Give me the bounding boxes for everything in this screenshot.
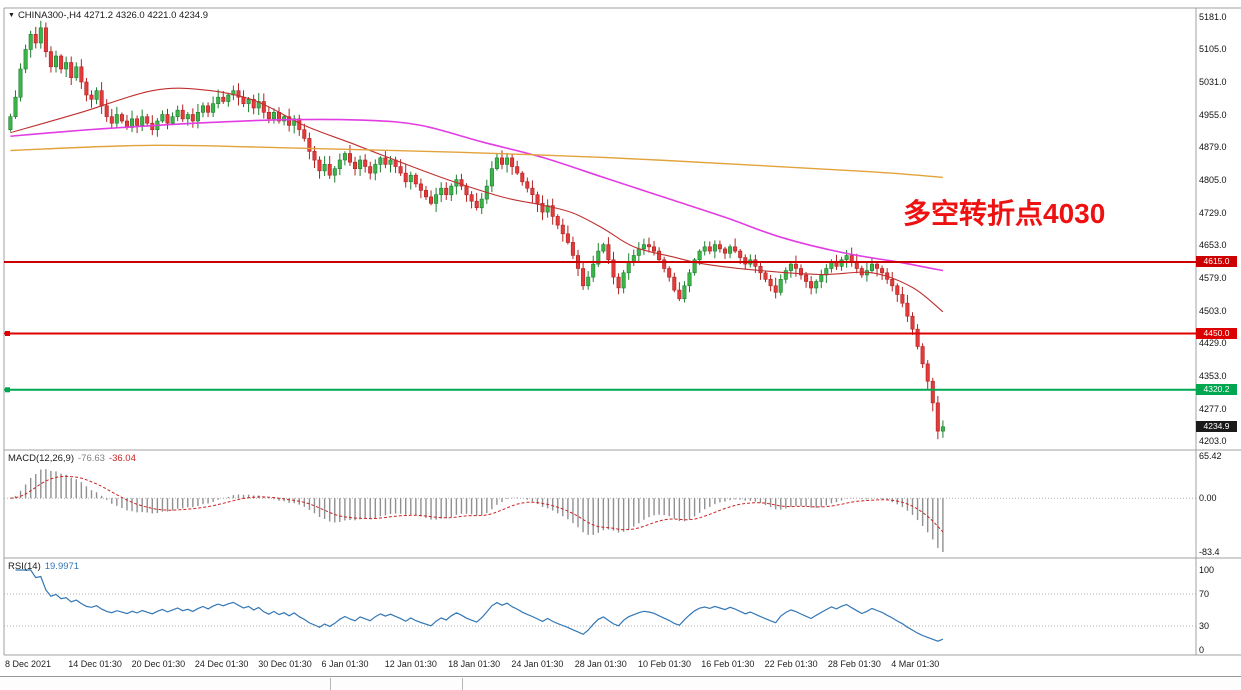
symbol-period-label: CHINA300-,H4 <box>17 10 82 21</box>
rsi-value: 19.9971 <box>44 561 80 572</box>
time-axis-label: 6 Jan 01:30 <box>321 659 369 669</box>
rsi-indicator-label: RSI(14) 19.9971 <box>8 561 79 572</box>
time-axis-label: 10 Feb 01:30 <box>638 659 692 669</box>
current-price-badge[interactable]: 4234.9 <box>1196 421 1237 433</box>
ma-fast-red <box>10 87 944 313</box>
price-axis-label: 4203.0 <box>1199 435 1227 446</box>
time-axis-label: 30 Dec 01:30 <box>258 659 312 669</box>
time-axis-label: 24 Dec 01:30 <box>194 659 249 669</box>
price-axis-label: 5181.0 <box>1199 11 1227 22</box>
rsi-axis-label: 100 <box>1199 565 1215 575</box>
time-axis-label: 28 Feb 01:30 <box>827 659 881 669</box>
candles-layer <box>8 20 945 440</box>
time-axis-label: 12 Jan 01:30 <box>384 659 437 669</box>
ma-mid-magenta <box>10 118 944 272</box>
macd-indicator-label: MACD(12,26,9) -76.63 -36.04 <box>8 453 136 464</box>
macd-axis-label: 65.42 <box>1199 451 1222 461</box>
rsi-name: RSI(14) <box>8 561 41 572</box>
price-axis-label: 4353.0 <box>1199 370 1227 381</box>
time-axis-label: 16 Feb 01:30 <box>701 659 755 669</box>
time-axis-label: 18 Jan 01:30 <box>448 659 501 669</box>
price-line-badge[interactable]: 4320.2 <box>1196 384 1237 396</box>
macd-axis-label: 0.00 <box>1199 493 1217 504</box>
tab-separator <box>330 678 331 690</box>
time-axis-label: 4 Mar 01:30 <box>891 659 940 669</box>
price-axis-label: 4653.0 <box>1199 240 1227 251</box>
chart-tabs-bar[interactable] <box>0 676 1241 690</box>
price-axis-label: 5105.0 <box>1199 44 1227 55</box>
panel-borders <box>3 7 1241 656</box>
price-axis-label: 4805.0 <box>1199 174 1227 185</box>
ohlc-values: 4271.2 4326.0 4221.0 4234.9 <box>83 10 209 21</box>
rsi-panel <box>4 569 1196 642</box>
price-axis-label: 4503.0 <box>1199 305 1227 316</box>
macd-panel <box>4 469 1196 552</box>
price-axis-label: 4955.0 <box>1199 109 1227 120</box>
symbol-dropdown-icon[interactable]: ▼ <box>8 12 15 19</box>
price-axis-label: 4429.0 <box>1199 337 1227 348</box>
time-axis-label: 24 Jan 01:30 <box>511 659 564 669</box>
ma-slow-orange <box>10 144 943 179</box>
macd-axis-label: -83.4 <box>1199 547 1220 557</box>
price-axis-label: 4277.0 <box>1199 403 1227 414</box>
price-axis-label: 5031.0 <box>1199 76 1227 87</box>
line-drag-handle[interactable] <box>5 387 10 393</box>
time-axis-label: 14 Dec 01:30 <box>68 659 122 669</box>
line-drag-handle[interactable] <box>5 331 10 337</box>
price-line-badge[interactable]: 4615.0 <box>1196 256 1237 268</box>
hlines-layer[interactable] <box>4 260 1196 393</box>
price-line-badge[interactable]: 4450.0 <box>1196 328 1237 339</box>
macd-name: MACD(12,26,9) <box>8 453 74 464</box>
price-axis-label: 4579.0 <box>1199 272 1227 283</box>
rsi-line <box>15 569 944 642</box>
price-axis-label: 4879.0 <box>1199 142 1227 153</box>
annotation-text: 多空转折点4030 <box>903 198 1106 229</box>
macd-signal-value: -36.04 <box>108 453 136 464</box>
macd-main-value: -76.63 <box>78 453 105 464</box>
rsi-axis-label: 0 <box>1199 645 1205 655</box>
macd-signal-line <box>10 475 944 533</box>
rsi-axis-label: 30 <box>1199 621 1210 631</box>
tab-separator <box>462 678 463 690</box>
chart-title: ▼ CHINA300-,H4 4271.2 4326.0 4221.0 4234.… <box>8 10 208 21</box>
time-axis-label: 20 Dec 01:30 <box>131 659 186 669</box>
price-axis-label: 4729.0 <box>1199 207 1227 218</box>
rsi-axis-label: 70 <box>1199 589 1210 599</box>
time-axis-label: 22 Feb 01:30 <box>764 659 818 669</box>
time-axis-label: 28 Jan 01:30 <box>574 659 627 669</box>
moving-averages-layer <box>10 87 944 313</box>
time-axis-label: 8 Dec 2021 <box>5 659 52 669</box>
